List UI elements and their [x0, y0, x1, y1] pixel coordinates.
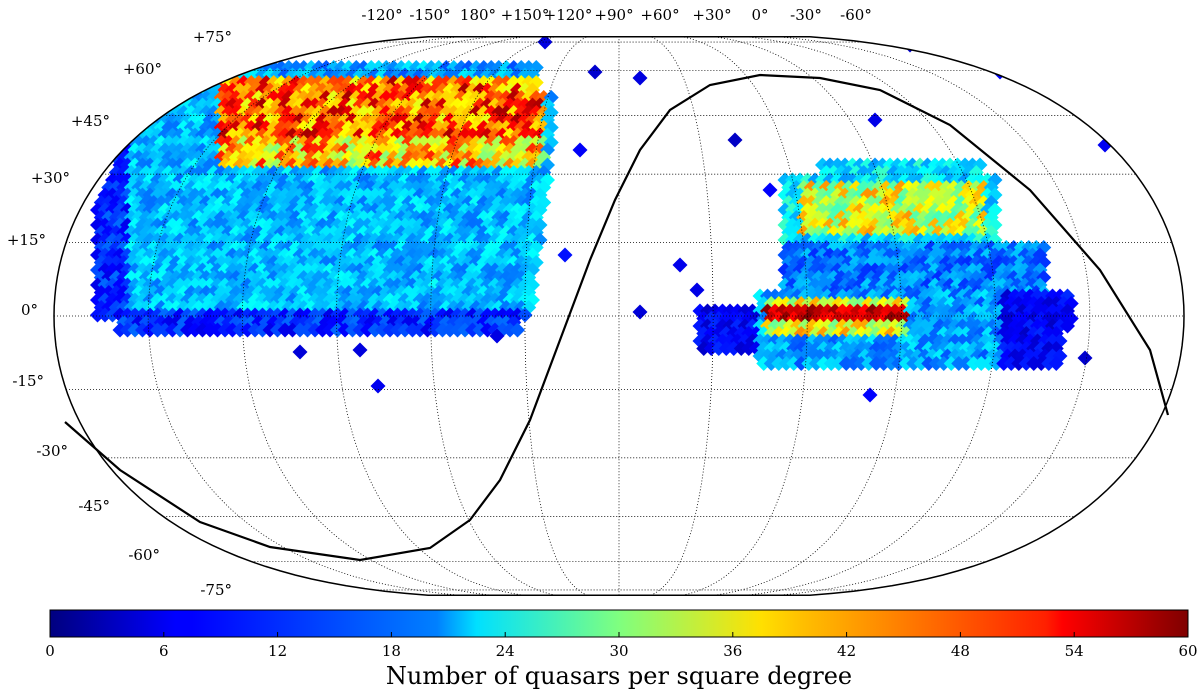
density-cell: [221, 60, 237, 75]
density-cell: [176, 60, 192, 75]
density-cell: [168, 60, 184, 75]
density-cell: [187, 67, 203, 83]
latitude-label: -45°: [78, 497, 110, 515]
longitude-label: -60°: [840, 6, 872, 24]
density-cell: [210, 67, 225, 83]
density-cell: [762, 182, 778, 198]
density-cell: [632, 70, 648, 86]
longitude-label: -120°: [361, 6, 402, 24]
density-cell: [292, 344, 308, 360]
density-cell: [138, 90, 154, 105]
colorbar-tick-label: 18: [382, 642, 401, 660]
longitude-label: 0°: [751, 6, 768, 24]
density-cell: [672, 257, 688, 273]
colorbar-tick-label: 36: [723, 642, 742, 660]
colorbar-tick-label: 0: [45, 642, 55, 660]
longitude-label: +60°: [640, 6, 679, 24]
density-cell: [180, 67, 195, 83]
colorbar-tick-label: 60: [1178, 642, 1197, 660]
density-cell: [131, 105, 147, 120]
latitude-label: -30°: [36, 442, 68, 460]
density-cell: [135, 112, 150, 128]
colorbar-tick-label: 6: [159, 642, 169, 660]
longitude-label: 180°: [460, 6, 496, 24]
density-cell: [632, 304, 648, 320]
density-cell: [206, 60, 222, 75]
colorbar-tick-label: 30: [609, 642, 628, 660]
colorbar-tick-label: 54: [1065, 642, 1084, 660]
latitude-label: -75°: [200, 581, 232, 599]
density-cells: [90, 36, 1113, 403]
longitude-label: +30°: [692, 6, 731, 24]
latitude-label: +30°: [31, 169, 70, 187]
longitude-label: +90°: [594, 6, 633, 24]
density-cell: [183, 60, 199, 75]
density-cell: [228, 60, 244, 75]
longitude-label: +150°: [501, 6, 550, 24]
density-cell: [183, 75, 199, 90]
colorbar-tick-label: 42: [837, 642, 856, 660]
density-cell: [142, 97, 158, 113]
longitude-labels: -120° -150° 180° +150°+120° +90° +60° +30° 0° -3…: [361, 6, 871, 24]
density-cell: [191, 75, 207, 90]
latitude-label: +45°: [71, 112, 110, 130]
density-cell: [867, 112, 883, 128]
colorbar: 0 6 12 18 24 30 36 42 48 54 60 Number of quasars p…: [45, 609, 1198, 690]
density-cell: [172, 82, 188, 98]
density-cell: [198, 60, 214, 75]
density-cell: [172, 67, 188, 83]
density-cell: [161, 90, 177, 105]
density-cell: [587, 64, 603, 80]
density-cell: [727, 132, 743, 148]
density-cell: [135, 97, 150, 113]
density-cell: [123, 120, 139, 135]
density-cell: [165, 82, 180, 98]
longitude-label: -150°: [409, 6, 450, 24]
density-cell: [202, 67, 218, 83]
colorbar-tick-label: 12: [268, 642, 287, 660]
density-cell: [370, 378, 386, 394]
density-cell: [689, 282, 705, 298]
density-cell: [138, 105, 154, 120]
colorbar-tick-label: 48: [951, 642, 970, 660]
longitude-label: +120°: [544, 6, 593, 24]
density-cell: [150, 97, 165, 113]
latitude-label: -15°: [12, 372, 44, 390]
density-cell: [127, 112, 143, 128]
longitude-label: -30°: [790, 6, 822, 24]
density-cell: [213, 60, 229, 75]
colorbar-title: Number of quasars per square degree: [386, 662, 852, 690]
density-cell: [352, 342, 368, 358]
density-cell: [168, 75, 184, 90]
density-cell: [557, 247, 573, 263]
density-cell: [195, 67, 210, 83]
density-cell: [1077, 350, 1093, 366]
latitude-label: -60°: [128, 546, 160, 564]
density-cell: [176, 75, 192, 90]
latitude-label: 0°: [21, 301, 38, 319]
density-cell: [572, 142, 588, 158]
latitude-label: +75°: [193, 28, 232, 46]
density-cell: [146, 90, 162, 105]
density-cell: [153, 90, 169, 105]
latitude-label: +60°: [123, 60, 162, 78]
density-cell: [165, 67, 180, 83]
density-cell: [180, 82, 195, 98]
latitude-label: +15°: [7, 231, 46, 249]
colorbar-tick-label: 24: [496, 642, 515, 660]
density-cell: [191, 60, 207, 75]
